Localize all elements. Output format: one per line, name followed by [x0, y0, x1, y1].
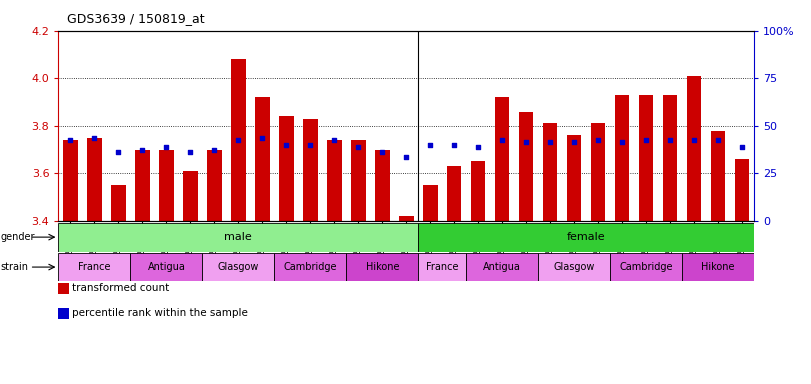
Point: [255, 134, 268, 141]
Point: [304, 142, 317, 148]
Point: [280, 142, 293, 148]
Point: [136, 146, 149, 152]
Bar: [63, 140, 78, 221]
Text: percentile rank within the sample: percentile rank within the sample: [72, 308, 248, 318]
Text: Cambridge: Cambridge: [284, 262, 337, 272]
Bar: [495, 97, 509, 221]
Point: [88, 134, 101, 141]
Bar: [346, 253, 418, 281]
Bar: [447, 166, 461, 221]
Point: [160, 144, 173, 150]
Bar: [418, 223, 754, 252]
Point: [616, 139, 629, 146]
Bar: [591, 123, 606, 221]
Bar: [111, 185, 126, 221]
Point: [400, 154, 413, 160]
Bar: [274, 253, 346, 281]
Text: male: male: [225, 232, 252, 242]
Point: [112, 149, 125, 155]
Bar: [207, 149, 221, 221]
Text: Cambridge: Cambridge: [620, 262, 673, 272]
Point: [544, 139, 557, 146]
Bar: [539, 253, 610, 281]
Bar: [203, 253, 274, 281]
Bar: [88, 137, 101, 221]
Text: Hikone: Hikone: [702, 262, 735, 272]
Point: [448, 142, 461, 148]
Point: [496, 137, 508, 143]
Bar: [279, 116, 294, 221]
Bar: [663, 95, 677, 221]
Point: [520, 139, 533, 146]
Bar: [58, 223, 418, 252]
Point: [352, 144, 365, 150]
Bar: [639, 95, 654, 221]
Bar: [610, 253, 682, 281]
Bar: [327, 140, 341, 221]
Bar: [375, 149, 389, 221]
Bar: [423, 185, 437, 221]
Bar: [135, 149, 149, 221]
Bar: [543, 123, 557, 221]
Bar: [183, 171, 198, 221]
Point: [328, 137, 341, 143]
Bar: [58, 253, 131, 281]
Point: [424, 142, 437, 148]
Point: [184, 149, 197, 155]
Text: transformed count: transformed count: [72, 283, 169, 293]
Text: France: France: [78, 262, 110, 272]
Point: [472, 144, 485, 150]
Point: [64, 137, 77, 143]
Text: Antigua: Antigua: [483, 262, 521, 272]
Point: [232, 137, 245, 143]
Point: [568, 139, 581, 146]
Text: Antigua: Antigua: [148, 262, 185, 272]
Point: [712, 137, 725, 143]
Point: [688, 137, 701, 143]
Point: [640, 137, 653, 143]
Text: female: female: [567, 232, 606, 242]
Bar: [466, 253, 539, 281]
Bar: [687, 76, 702, 221]
Bar: [131, 253, 203, 281]
Bar: [159, 149, 174, 221]
Bar: [615, 95, 629, 221]
Bar: [567, 135, 581, 221]
Bar: [735, 159, 749, 221]
Bar: [471, 161, 486, 221]
Text: gender: gender: [1, 232, 36, 242]
Bar: [418, 253, 466, 281]
Bar: [682, 253, 754, 281]
Text: Glasgow: Glasgow: [554, 262, 595, 272]
Point: [375, 149, 388, 155]
Text: GDS3639 / 150819_at: GDS3639 / 150819_at: [67, 12, 204, 25]
Bar: [399, 216, 414, 221]
Point: [592, 137, 605, 143]
Point: [663, 137, 676, 143]
Bar: [519, 111, 534, 221]
Point: [736, 144, 749, 150]
Bar: [231, 59, 246, 221]
Text: Hikone: Hikone: [366, 262, 399, 272]
Bar: [303, 119, 318, 221]
Text: Glasgow: Glasgow: [217, 262, 259, 272]
Text: strain: strain: [1, 262, 29, 272]
Text: France: France: [426, 262, 458, 272]
Bar: [351, 140, 366, 221]
Point: [208, 146, 221, 152]
Bar: [711, 131, 725, 221]
Bar: [255, 97, 269, 221]
